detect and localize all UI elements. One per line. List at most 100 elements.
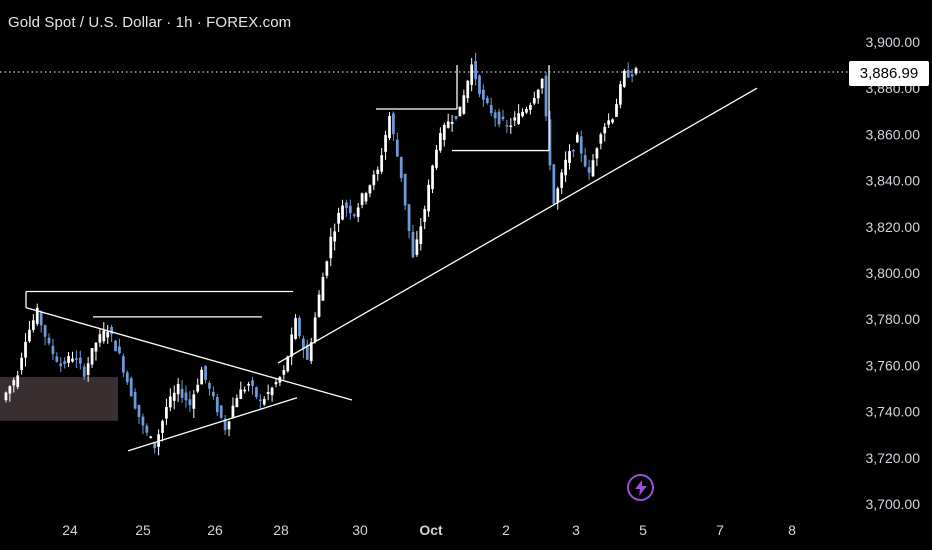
candle-body — [94, 342, 98, 352]
candle-body — [622, 70, 626, 87]
candle-body — [118, 346, 121, 354]
candle-body — [497, 111, 501, 125]
candle-body — [493, 112, 497, 119]
x-tick-label: 24 — [62, 522, 78, 538]
candle-body — [517, 113, 521, 124]
candle-body — [384, 135, 387, 152]
candle-body — [399, 156, 403, 178]
candle-body — [90, 348, 94, 365]
candle-body — [243, 389, 247, 392]
candle-body — [372, 174, 376, 186]
candle-body — [145, 425, 149, 433]
candle-body — [341, 205, 344, 220]
candle-body — [564, 159, 567, 176]
candle-body — [329, 236, 333, 259]
candle-body — [446, 121, 450, 128]
candle-body — [364, 193, 368, 202]
candle-body — [521, 111, 524, 117]
indicator-button[interactable] — [627, 474, 654, 501]
candle-body — [110, 326, 113, 335]
candle-body — [313, 317, 317, 342]
y-tick-label: 3,860.00 — [866, 126, 921, 142]
candle-body — [454, 116, 458, 119]
candle-body — [380, 155, 384, 172]
candle-body — [266, 392, 270, 394]
x-tick-label: 8 — [788, 522, 796, 538]
candle-body — [348, 205, 352, 214]
candle-body — [360, 193, 364, 205]
candle-body — [356, 207, 360, 218]
candle-body — [255, 387, 258, 398]
candle-body — [423, 209, 427, 222]
candle-body — [294, 318, 297, 339]
candle-body — [133, 391, 137, 409]
candle-body — [51, 345, 55, 354]
candle-body — [529, 105, 532, 110]
candle-body — [28, 329, 31, 342]
triangle-upper-line — [25, 307, 353, 401]
candle-body — [337, 212, 340, 224]
candle-body — [121, 356, 125, 373]
candle-body — [55, 356, 59, 362]
candle-body — [603, 126, 607, 134]
candle-body — [427, 184, 430, 212]
candle-body — [403, 173, 407, 206]
x-tick-label: Oct — [419, 522, 443, 538]
candle-body — [305, 344, 309, 360]
candle-body — [282, 370, 286, 375]
candle-body — [442, 124, 446, 140]
candle-body — [184, 392, 188, 401]
candle-body — [302, 338, 305, 350]
candle-body — [188, 399, 192, 406]
candle-body — [368, 185, 372, 194]
candle-body — [274, 382, 278, 385]
candle-body — [595, 148, 599, 159]
candle-body — [419, 226, 423, 245]
candle-body — [180, 389, 184, 398]
candle-body — [196, 384, 200, 392]
candle-body — [102, 330, 106, 342]
y-tick-label: 3,700.00 — [866, 496, 921, 512]
candle-body — [568, 150, 571, 164]
candle-body — [536, 89, 540, 99]
candle-body — [474, 60, 477, 80]
candle-body — [560, 172, 564, 188]
candle-body — [411, 232, 415, 258]
candle-body — [223, 418, 227, 431]
x-tick-label: 3 — [572, 522, 580, 538]
candle-body — [509, 125, 513, 128]
x-tick-label: 25 — [135, 522, 151, 538]
candle-body — [43, 325, 47, 337]
candle-body — [540, 78, 544, 89]
candle-body — [192, 394, 196, 409]
candle-body — [270, 387, 274, 396]
candle-body — [333, 231, 337, 242]
candle-body — [286, 356, 290, 372]
candle-body — [579, 136, 583, 154]
candle-body — [161, 420, 164, 433]
candle-body — [82, 366, 86, 377]
candle-body — [611, 119, 614, 123]
candle-body — [556, 188, 560, 203]
candle-body — [376, 169, 380, 174]
candle-body — [634, 68, 638, 74]
y-tick-label: 3,780.00 — [866, 311, 921, 327]
candle-body — [12, 380, 16, 386]
x-tick-label: 26 — [207, 522, 223, 538]
candle-body — [407, 204, 411, 231]
y-tick-label: 3,800.00 — [866, 265, 921, 281]
y-tick-label: 3,740.00 — [866, 404, 921, 420]
candle-body — [231, 405, 235, 418]
candle-body — [470, 64, 474, 85]
candle-body — [239, 389, 243, 399]
candle-body — [165, 406, 168, 419]
candle-body — [125, 372, 129, 383]
candle-body — [599, 134, 603, 144]
candle-body — [235, 397, 239, 408]
candle-body — [200, 369, 204, 385]
y-tick-label: 3,720.00 — [866, 450, 921, 466]
candle-body — [262, 399, 266, 405]
candle-body — [513, 117, 517, 121]
x-tick-label: 28 — [273, 522, 289, 538]
